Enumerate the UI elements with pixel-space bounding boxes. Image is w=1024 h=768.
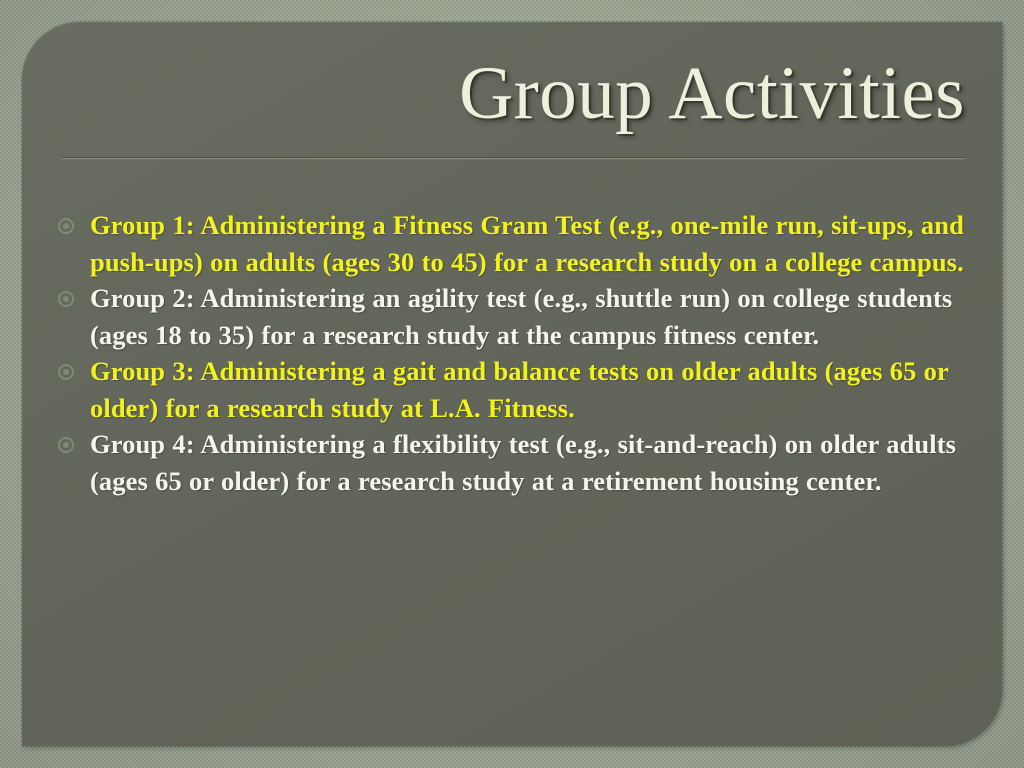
list-item-text: Group 1: Administering a Fitness Gram Te… <box>90 210 964 277</box>
ring-bullet-icon <box>58 218 74 234</box>
ring-bullet-icon <box>58 364 74 380</box>
slide-content-panel <box>22 22 1002 746</box>
slide-title-area: Group Activities <box>62 44 965 144</box>
ring-bullet-icon <box>58 291 74 307</box>
list-item-text: Group 3: Administering a gait and balanc… <box>90 356 949 423</box>
list-item-text: Group 2: Administering an agility test (… <box>90 283 953 350</box>
list-item: Group 2: Administering an agility test (… <box>58 280 988 353</box>
title-divider-rule <box>62 157 965 160</box>
list-item: Group 1: Administering a Fitness Gram Te… <box>58 207 988 280</box>
page-title: Group Activities <box>459 52 965 135</box>
bullet-list: Group 1: Administering a Fitness Gram Te… <box>58 207 988 499</box>
ring-bullet-icon <box>58 437 74 453</box>
list-item-text: Group 4: Administering a flexibility tes… <box>90 429 957 496</box>
list-item: Group 4: Administering a flexibility tes… <box>58 426 988 499</box>
list-item: Group 3: Administering a gait and balanc… <box>58 353 988 426</box>
